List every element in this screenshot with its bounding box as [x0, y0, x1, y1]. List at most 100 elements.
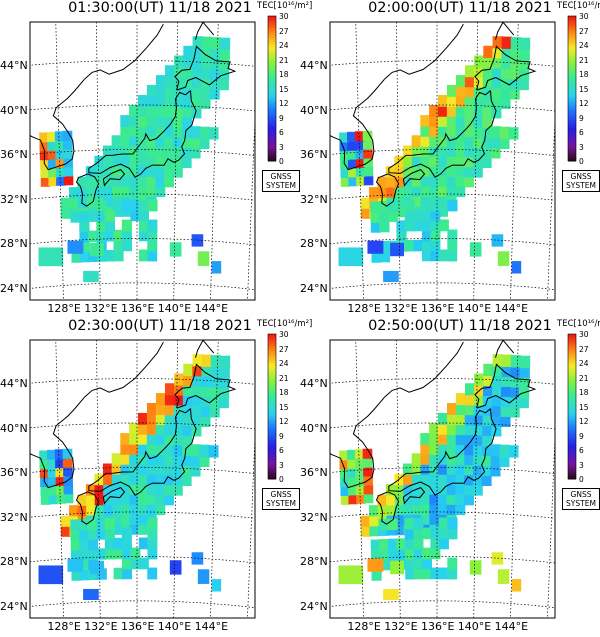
- tec-cell: [338, 565, 364, 585]
- tec-cell: [164, 155, 175, 168]
- tec-cell: [183, 55, 194, 68]
- tec-cell: [40, 176, 51, 187]
- tec-cell: [371, 251, 382, 263]
- tec-cell: [473, 65, 485, 78]
- tec-cell: [501, 36, 513, 49]
- tec-cell: [386, 494, 397, 506]
- map-canvas: [29, 333, 277, 619]
- tec-cell: [70, 519, 81, 531]
- tec-cell: [472, 145, 484, 158]
- tec-cell: [201, 36, 213, 49]
- tec-cell: [146, 433, 158, 445]
- panel-title: 02:00:00(UT) 11/18 2021: [368, 0, 552, 16]
- tec-cell: [447, 239, 458, 252]
- tec-cell: [446, 125, 458, 137]
- graticule: [330, 22, 555, 300]
- tec-cell: [481, 155, 492, 169]
- latitude-label: 44°N: [300, 59, 328, 73]
- tec-cell: [210, 375, 221, 388]
- tec-cell: [437, 175, 449, 187]
- tec-cell: [429, 453, 440, 465]
- tec-cell: [219, 37, 231, 51]
- tec-cell: [155, 115, 166, 128]
- tec-cell: [438, 567, 449, 580]
- colorbar-tick-label: 18: [279, 70, 289, 79]
- tec-cell: [147, 249, 158, 262]
- tec-cell: [363, 484, 374, 495]
- tec-cell: [355, 140, 365, 151]
- tec-cell: [63, 466, 73, 477]
- tec-cell: [490, 444, 501, 457]
- colorbar-tick-label: 0: [279, 157, 284, 166]
- tec-map-panel-3: 30 27 24 21 18 15 12 9 6 3 0 TEC[10¹⁶/m²] GNSS SYSTEM…: [0, 318, 312, 636]
- tec-cell: [438, 219, 449, 232]
- tec-cell: [455, 443, 466, 456]
- stamp-line: SYSTEM: [266, 181, 296, 190]
- tec-cell: [111, 493, 123, 505]
- tec-cell: [96, 518, 107, 530]
- tec-cell: [501, 364, 512, 377]
- longitude-label: 128°E: [47, 302, 81, 315]
- tec-cell: [482, 383, 494, 396]
- tec-cell: [137, 442, 149, 455]
- tec-cell: [404, 527, 415, 540]
- tec-cell: [96, 528, 107, 540]
- tec-cell: [383, 588, 399, 600]
- tec-cell: [113, 537, 124, 550]
- tec-cell: [138, 209, 149, 222]
- tec-cell: [70, 539, 82, 551]
- tec-cell: [87, 518, 98, 530]
- tec-cell: [48, 485, 58, 496]
- tec-cell: [90, 242, 104, 257]
- tec-cell: [368, 187, 380, 199]
- tec-cell: [370, 201, 381, 213]
- tec-cell: [164, 75, 176, 88]
- tec-cell: [120, 185, 131, 197]
- tec-cell: [347, 476, 358, 487]
- tec-cell: [77, 186, 88, 198]
- tec-cell: [147, 547, 158, 560]
- tec-cell: [422, 567, 433, 580]
- tec-cell: [182, 383, 194, 396]
- tec-cell: [403, 185, 414, 198]
- tec-cell: [355, 484, 366, 495]
- tec-cell: [47, 467, 58, 478]
- tec-cell: [155, 125, 166, 138]
- tec-cell: [86, 504, 97, 516]
- tec-cell: [429, 473, 440, 485]
- tec-cell: [155, 403, 167, 416]
- tec-cell: [146, 473, 157, 485]
- tec-cell: [129, 175, 140, 187]
- tec-cell: [437, 412, 449, 425]
- tec-cell: [411, 453, 423, 465]
- tec-cell: [200, 414, 211, 427]
- tec-cell: [437, 155, 449, 167]
- tec-cell: [508, 445, 519, 458]
- tec-cell: [348, 485, 358, 496]
- tec-cell: [201, 56, 212, 69]
- tec-cell: [210, 37, 222, 50]
- tec-cell: [447, 229, 458, 242]
- tec-cell: [88, 568, 99, 580]
- tec-cell: [113, 199, 124, 212]
- tec-cell: [192, 364, 203, 377]
- tec-cell: [164, 105, 175, 118]
- tec-cell: [155, 483, 166, 496]
- tec-cell: [121, 229, 132, 242]
- tec-cell: [137, 503, 149, 515]
- tec-cell: [482, 443, 493, 457]
- tec-cell: [499, 126, 510, 139]
- tec-cell: [510, 37, 522, 50]
- colorbar-tick-label: 12: [579, 99, 589, 108]
- tec-cell: [394, 165, 405, 178]
- tec-cell: [394, 185, 406, 198]
- tec-cell: [120, 145, 131, 157]
- tec-cell: [377, 186, 388, 198]
- tec-cell: [163, 175, 174, 188]
- tec-cell: [429, 114, 440, 127]
- tec-cell: [396, 230, 407, 242]
- tec-cell: [509, 395, 520, 408]
- tec-cell: [183, 363, 194, 376]
- colorbar-tick-label: 27: [579, 26, 589, 36]
- tec-cell: [146, 175, 157, 187]
